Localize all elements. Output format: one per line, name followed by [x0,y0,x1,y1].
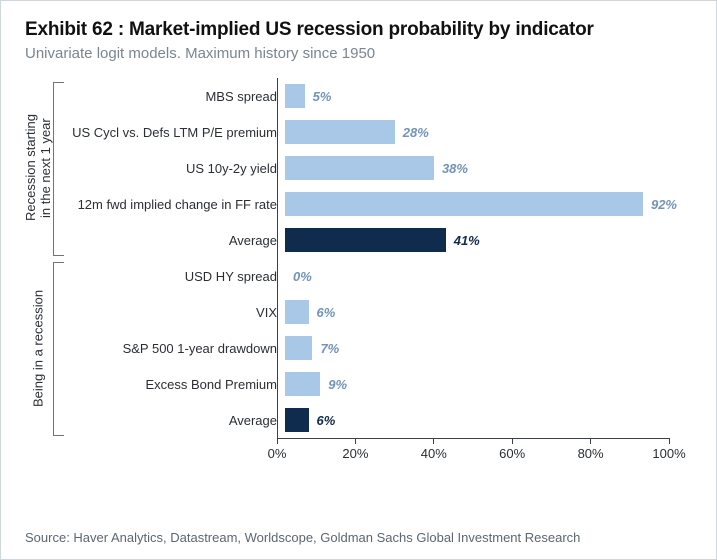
bar-cell: 5% [285,78,677,114]
bar-label: 12m fwd implied change in FF rate [53,197,285,212]
bar-label: USD HY spread [53,269,285,284]
bar [285,300,309,324]
group-label-gutter: Recession startingin the next 1 yearBein… [25,78,53,522]
bar-label: US 10y-2y yield [53,161,285,176]
bar-cell: 41% [285,222,677,258]
chart-subtitle: Univariate logit models. Maximum history… [25,45,692,62]
bar-label: Average [53,413,285,428]
bar [285,228,446,252]
bar-value: 38% [442,161,468,176]
x-tick-mark [355,438,356,444]
bar-rows: MBS spread 5% US Cycl vs. Defs LTM P/E pre… [53,78,692,438]
x-tick-label: 80% [578,446,604,461]
grid-wrap: MBS spread 5% US Cycl vs. Defs LTM P/E pre… [53,78,692,522]
bar [285,156,434,180]
table-row: Excess Bond Premium 9% [53,366,692,402]
bar-label: VIX [53,305,285,320]
bar [285,372,320,396]
bar-cell: 6% [285,294,677,330]
bar-label: Excess Bond Premium [53,377,285,392]
x-tick-label: 40% [421,446,447,461]
bar [285,84,305,108]
exhibit-frame: Exhibit 62 : Market-implied US recession… [0,0,717,560]
bar-value: 9% [328,377,347,392]
group-label: Being in a recession [25,258,53,438]
x-tick-mark [669,438,670,444]
table-row: USD HY spread 0% [53,258,692,294]
bar [285,192,643,216]
bar-value: 28% [403,125,429,140]
table-row: Average 6% [53,402,692,438]
bar-value: 7% [320,341,339,356]
x-axis-baseline [277,438,669,439]
bar [285,408,309,432]
table-row: MBS spread 5% [53,78,692,114]
bar-label: MBS spread [53,89,285,104]
x-tick-label: 0% [268,446,287,461]
bar-value: 92% [651,197,677,212]
bar-label: Average [53,233,285,248]
x-tick-label: 20% [342,446,368,461]
bar-value: 0% [293,269,312,284]
bar-value: 6% [317,305,336,320]
x-tick-mark [512,438,513,444]
bar-cell: 9% [285,366,677,402]
bar-label: S&P 500 1-year drawdown [53,341,285,356]
bar-value: 5% [313,89,332,104]
chart-title: Exhibit 62 : Market-implied US recession… [25,19,692,41]
bar-cell: 92% [285,186,677,222]
chart-source: Source: Haver Analytics, Datastream, Wor… [25,530,692,545]
table-row: Average 41% [53,222,692,258]
x-tick-mark [277,438,278,444]
x-tick-label: 60% [499,446,525,461]
bar-value: 41% [454,233,480,248]
table-row: US Cycl vs. Defs LTM P/E premium 28% [53,114,692,150]
group-label: Recession startingin the next 1 year [25,78,53,258]
table-row: S&P 500 1-year drawdown 7% [53,330,692,366]
bar-label: US Cycl vs. Defs LTM P/E premium [53,125,285,140]
chart-area: Recession startingin the next 1 yearBein… [25,78,692,522]
bar-cell: 38% [285,150,677,186]
bar-cell: 28% [285,114,677,150]
x-tick-mark [590,438,591,444]
bar-cell: 6% [285,402,677,438]
bar [285,336,312,360]
bar-cell: 0% [285,258,677,294]
table-row: 12m fwd implied change in FF rate 92% [53,186,692,222]
x-axis: 0% 20% 40% 60% 80% 100% [53,438,692,468]
x-tick-label: 100% [652,446,685,461]
bar-cell: 7% [285,330,677,366]
table-row: VIX 6% [53,294,692,330]
x-tick-mark [433,438,434,444]
table-row: US 10y-2y yield 38% [53,150,692,186]
bar-value: 6% [317,413,336,428]
bar [285,120,395,144]
